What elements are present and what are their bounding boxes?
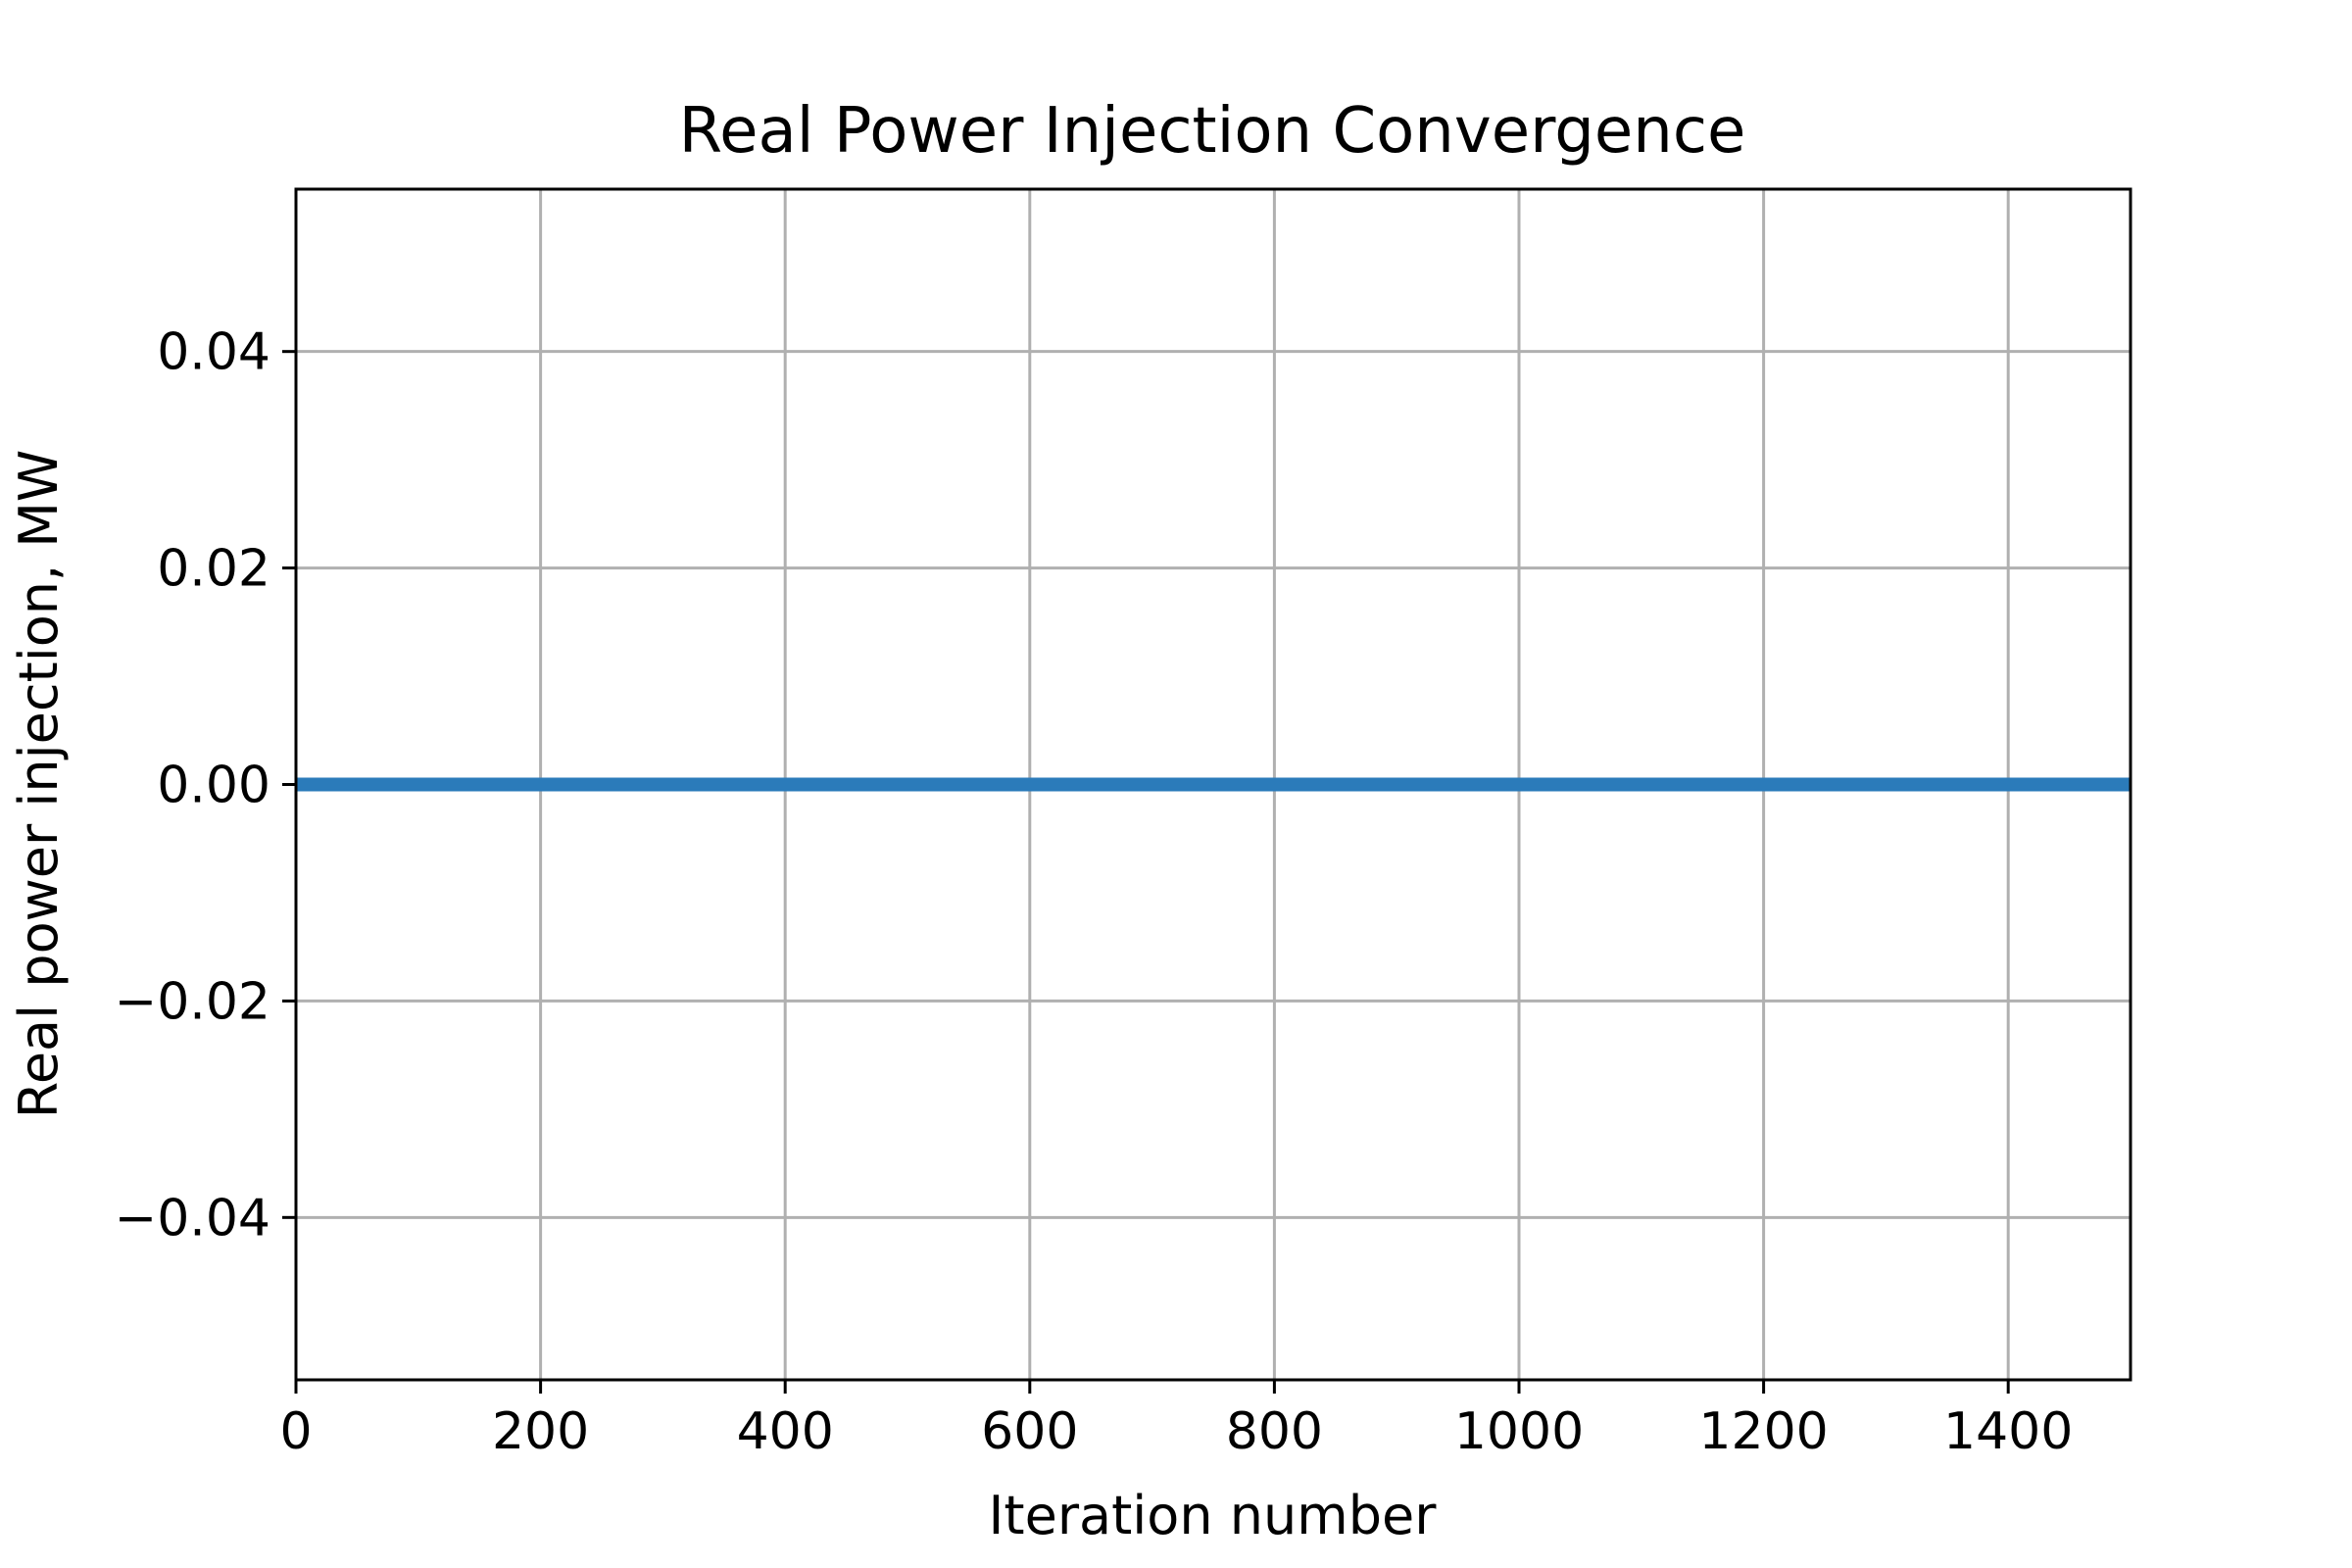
y-axis-label: Real power injection, MW: [8, 450, 70, 1119]
y-axis: 0.04 0.02 0.00 −0.02 −0.04: [115, 323, 296, 1248]
x-tick-label: 800: [1226, 1402, 1323, 1461]
x-tick-label: 1400: [1943, 1402, 2073, 1461]
y-tick-label: 0.02: [157, 540, 270, 599]
x-tick-label: 1200: [1698, 1402, 1828, 1461]
x-axis: 0 200 400 600 800 1000 1200 1400: [279, 1380, 2073, 1461]
chart-title: Real Power Injection Convergence: [679, 95, 1746, 168]
x-tick-label: 600: [981, 1402, 1078, 1461]
x-tick-label: 1000: [1454, 1402, 1584, 1461]
y-tick-label: 0.04: [157, 323, 270, 382]
x-tick-label: 200: [492, 1402, 589, 1461]
x-axis-label: Iteration number: [989, 1485, 1438, 1546]
y-tick-label: −0.02: [115, 972, 270, 1031]
x-tick-label: 400: [737, 1402, 834, 1461]
y-tick-label: 0.00: [157, 757, 270, 815]
x-tick-label: 0: [279, 1402, 312, 1461]
y-tick-label: −0.04: [115, 1189, 270, 1248]
